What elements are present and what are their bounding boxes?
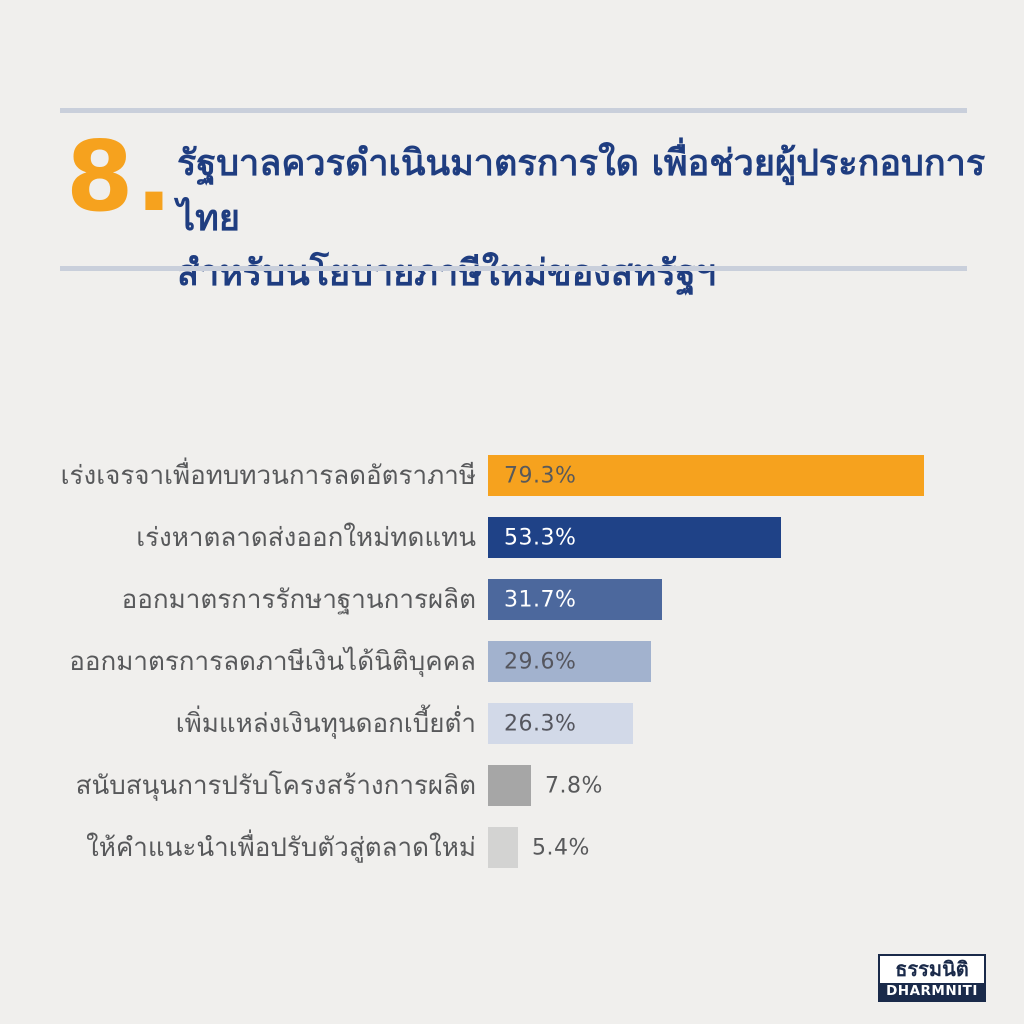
chart-row: ออกมาตรการลดภาษีเงินได้นิติบุคคล 29.6% (0, 641, 1024, 682)
chart-row: ให้คำแนะนำเพื่อปรับตัวสู่ตลาดใหม่ 5.4% (0, 827, 1024, 868)
bottom-divider-rule (60, 266, 967, 271)
category-label: ออกมาตรการลดภาษีเงินได้นิติบุคคล (69, 647, 476, 677)
bar-segment (488, 517, 781, 558)
value-label: 53.3% (504, 525, 577, 550)
bar-track: 31.7% (488, 579, 1024, 620)
value-label: 29.6% (504, 649, 577, 674)
category-label: สนับสนุนการปรับโครงสร้างการผลิต (75, 771, 476, 801)
bar-track: 79.3% (488, 455, 1024, 496)
bar-track: 53.3% (488, 517, 1024, 558)
bar-segment (488, 455, 924, 496)
bar-track: 5.4% (488, 827, 1024, 868)
category-label: เร่งเจรจาเพื่อทบทวนการลดอัตราภาษี (60, 461, 476, 491)
logo-latin-text: DHARMNITI (880, 983, 984, 1000)
value-label: 5.4% (532, 835, 590, 860)
bar-segment (488, 703, 633, 744)
question-title: รัฐบาลควรดำเนินมาตรการใด เพื่อช่วยผู้ประ… (177, 136, 987, 301)
chart-row: ออกมาตรการรักษาฐานการผลิต 31.7% (0, 579, 1024, 620)
dharmniti-logo: ธรรมนิติ DHARMNITI (878, 954, 986, 1002)
bar-chart: เร่งเจรจาเพื่อทบทวนการลดอัตราภาษี 79.3% เร… (0, 455, 1024, 889)
bar-chart-rows: เร่งเจรจาเพื่อทบทวนการลดอัตราภาษี 79.3% เร… (0, 455, 1024, 868)
question-number: 8. (66, 120, 175, 233)
bar-track: 29.6% (488, 641, 1024, 682)
value-label: 26.3% (504, 711, 577, 736)
question-title-line2: สำหรับนโยบายภาษีใหม่ของสหรัฐฯ (177, 253, 716, 294)
category-label: เพิ่มแหล่งเงินทุนดอกเบี้ยต่ำ (175, 709, 476, 739)
value-label: 31.7% (504, 587, 577, 612)
bar-segment (488, 765, 531, 806)
chart-row: เพิ่มแหล่งเงินทุนดอกเบี้ยต่ำ 26.3% (0, 703, 1024, 744)
question-title-line1: รัฐบาลควรดำเนินมาตรการใด เพื่อช่วยผู้ประ… (177, 143, 986, 239)
value-label: 79.3% (504, 463, 577, 488)
bar-segment (488, 827, 518, 868)
bar-segment (488, 641, 651, 682)
category-label: ให้คำแนะนำเพื่อปรับตัวสู่ตลาดใหม่ (86, 833, 476, 863)
category-label: ออกมาตรการรักษาฐานการผลิต (121, 585, 476, 615)
value-label: 7.8% (545, 773, 603, 798)
bar-track: 26.3% (488, 703, 1024, 744)
chart-row: เร่งหาตลาดส่งออกใหม่ทดแทน 53.3% (0, 517, 1024, 558)
chart-row: สนับสนุนการปรับโครงสร้างการผลิต 7.8% (0, 765, 1024, 806)
bar-segment (488, 579, 662, 620)
bar-track: 7.8% (488, 765, 1024, 806)
logo-thai-text: ธรรมนิติ (880, 956, 984, 983)
top-divider-rule (60, 108, 967, 113)
category-label: เร่งหาตลาดส่งออกใหม่ทดแทน (136, 523, 476, 553)
chart-row: เร่งเจรจาเพื่อทบทวนการลดอัตราภาษี 79.3% (0, 455, 1024, 496)
